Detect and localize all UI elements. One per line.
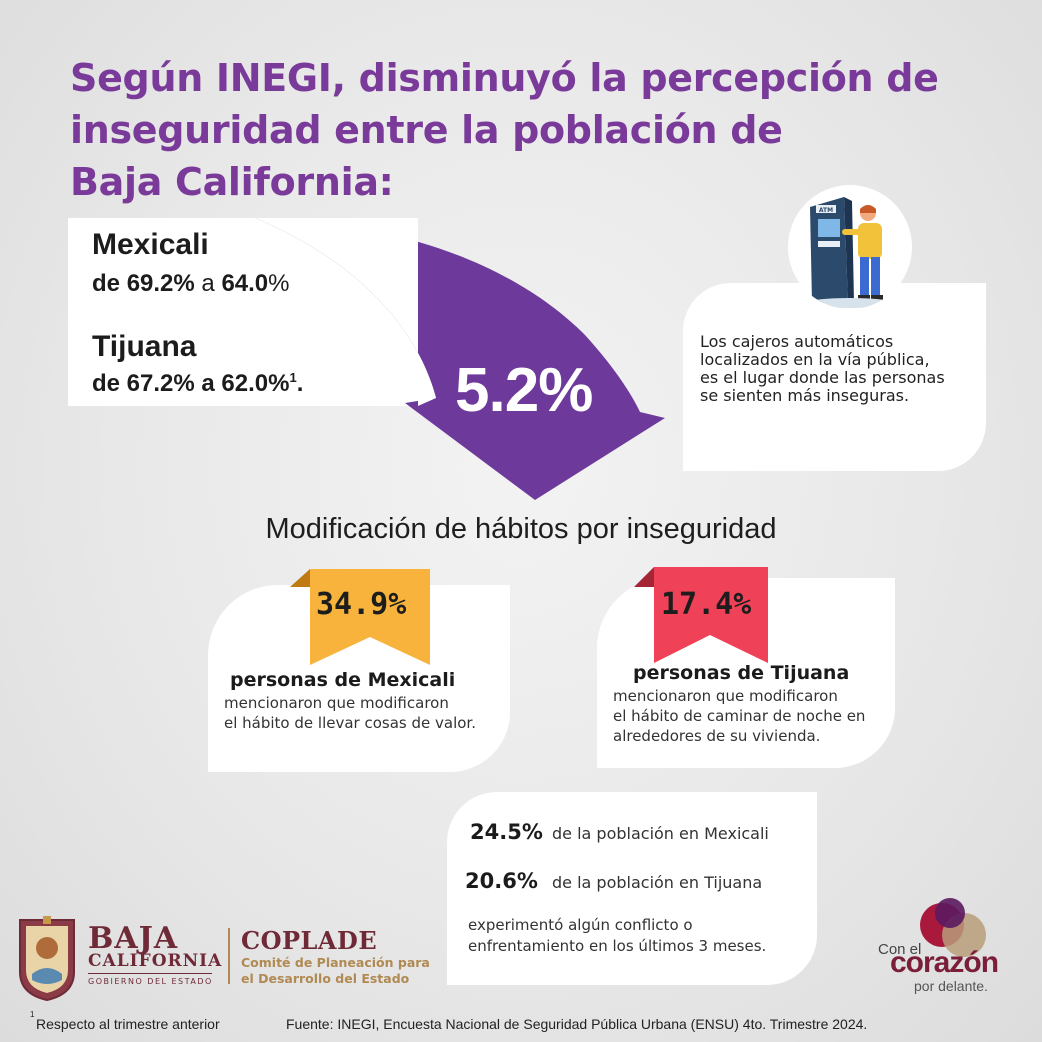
title-line-3: Baja California: <box>70 160 394 204</box>
habit-head-mexicali: personas de Mexicali <box>230 669 456 691</box>
coplade-logo: COPLADE <box>241 926 378 955</box>
coplade-sub-line-1: Comité de Planeación para <box>241 955 430 970</box>
habit-body-tijuana: mencionaron que modificaron el hábito de… <box>613 686 865 746</box>
mexicali-label: Mexicali <box>92 228 209 261</box>
mexicali-prefix: de <box>92 270 127 297</box>
conflict-footer: experimentó algún conflicto o enfrentami… <box>468 915 766 957</box>
atm-card <box>683 283 986 471</box>
ribbon-mexicali <box>290 569 430 665</box>
atm-line-2: localizados en la vía pública, <box>700 350 930 369</box>
logo-divider <box>228 928 230 984</box>
footnote-marker: 1 <box>289 370 297 385</box>
atm-text: Los cajeros automáticos localizados en l… <box>700 333 980 405</box>
mexicali-values: de 69.2% a 64.0% <box>92 270 290 298</box>
habit-mexicali-line-1: mencionaron que modificaron <box>224 694 449 712</box>
slogan-main: corazón <box>890 946 999 979</box>
mexicali-from: 69.2% <box>126 270 195 297</box>
tijuana-values: de 67.2% a 62.0%1. <box>92 370 303 398</box>
pct-tijuana: 17.4% <box>661 587 752 622</box>
heart-logo-icon <box>920 898 986 957</box>
habit-tijuana-line-1: mencionaron que modificaron <box>613 687 838 705</box>
conflict-foot-line-2: enfrentamiento en los últimos 3 meses. <box>468 937 767 955</box>
tijuana-end: . <box>296 370 304 397</box>
conflict-foot-line-1: experimentó algún conflicto o <box>468 916 693 934</box>
bc-logo-line-1: BAJA <box>88 921 179 956</box>
atm-illustration: ATM <box>788 185 912 309</box>
coplade-sub-line-2: el Desarrollo del Estado <box>241 971 410 986</box>
atm-line-4: se sienten más inseguras. <box>700 386 910 405</box>
atm-line-3: es el lugar donde las personas <box>700 368 945 387</box>
source-text: Fuente: INEGI, Encuesta Nacional de Segu… <box>286 1016 868 1032</box>
tijuana-range: de 67.2% a 62.0% <box>92 370 290 397</box>
coplade-sub: Comité de Planeación para el Desarrollo … <box>241 955 430 987</box>
habit-tijuana-line-3: alrededores de su vivienda. <box>613 727 821 745</box>
habit-tijuana-line-2: el hábito de caminar de noche en <box>613 707 866 725</box>
habit-body-mexicali: mencionaron que modificaron el hábito de… <box>224 693 476 733</box>
habit-mexicali-line-2: el hábito de llevar cosas de valor. <box>224 714 476 732</box>
slogan-top: Con el <box>878 941 922 958</box>
conflict-mexicali-text: de la población en Mexicali <box>552 824 769 843</box>
pct-mexicali: 34.9% <box>316 587 407 622</box>
mexicali-sep: a <box>194 270 222 297</box>
bc-logo-divider <box>88 973 212 974</box>
conflict-tijuana-text: de la población en Tijuana <box>552 873 763 892</box>
mexicali-suffix: % <box>268 270 290 297</box>
atm-sign: ATM <box>819 207 833 214</box>
footnote-text: Respecto al trimestre anterior <box>36 1016 220 1032</box>
conflict-mexicali-pct: 24.5% <box>470 820 543 844</box>
bc-logo-line-3: GOBIERNO DEL ESTADO <box>88 977 213 986</box>
habits-section-title: Modificación de hábitos por inseguridad <box>265 513 777 545</box>
habit-head-tijuana: personas de Tijuana <box>633 662 850 684</box>
bc-logo-line-2: CALIFORNIA <box>88 951 223 971</box>
atm-line-1: Los cajeros automáticos <box>700 332 894 351</box>
mexicali-to: 64.0 <box>221 270 269 297</box>
conflict-card <box>447 792 817 985</box>
title-line-1: Según INEGI, disminuyó la percepción de <box>70 56 939 100</box>
footnote-mark: 1 <box>30 1010 35 1019</box>
tijuana-label: Tijuana <box>92 330 197 363</box>
page-title: Según INEGI, disminuyó la percepción de … <box>70 52 1020 208</box>
conflict-tijuana-pct: 20.6% <box>465 869 538 893</box>
coat-of-arms-icon <box>19 916 75 1002</box>
slogan-bottom: por delante. <box>914 978 988 994</box>
title-line-2: inseguridad entre la población de <box>70 108 783 152</box>
ribbon-tijuana <box>634 567 768 663</box>
decrease-percent: 5.2% <box>455 356 593 425</box>
